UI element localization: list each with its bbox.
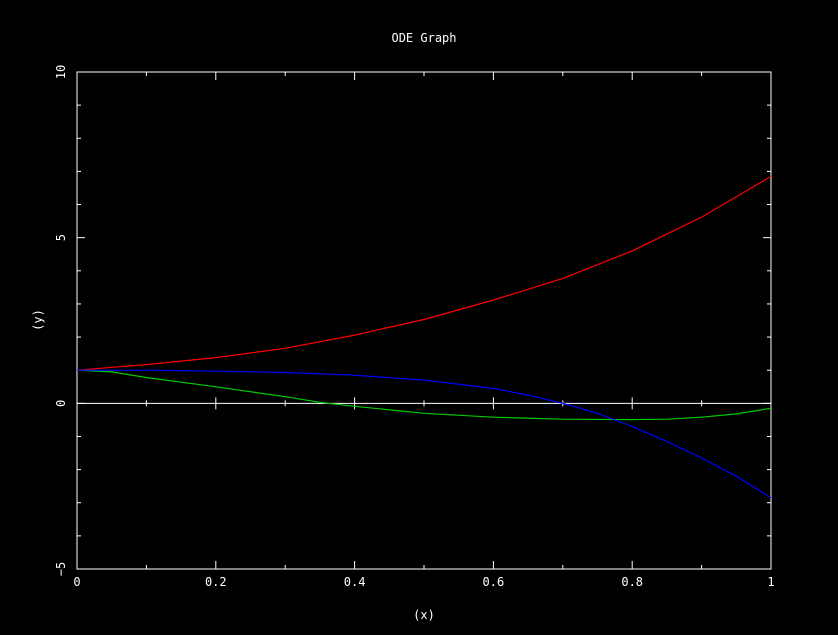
chart-title: ODE Graph [391, 31, 456, 45]
x-axis-label: (x) [413, 608, 435, 622]
series-layer [76, 175, 772, 499]
axes: 0 0.2 0.4 0.6 0.8 1 −5 0 5 10 [54, 65, 775, 589]
x-tick-label: 0.4 [344, 575, 366, 589]
y-tick-label: 10 [54, 65, 68, 79]
series-line-1 [76, 175, 772, 371]
series-line-3 [77, 369, 772, 499]
x-tick-label: 0.8 [621, 575, 643, 589]
y-axis-label: (y) [31, 309, 45, 331]
x-tick-label: 0.2 [205, 575, 227, 589]
y-tick-label: 5 [54, 234, 68, 241]
x-tick-label: 0.6 [483, 575, 505, 589]
x-tick-label: 0 [73, 575, 80, 589]
series-line-2 [76, 369, 772, 421]
y-tick-label: 0 [54, 400, 68, 407]
x-tick-label: 1 [767, 575, 774, 589]
y-tick-label: −5 [54, 562, 68, 576]
